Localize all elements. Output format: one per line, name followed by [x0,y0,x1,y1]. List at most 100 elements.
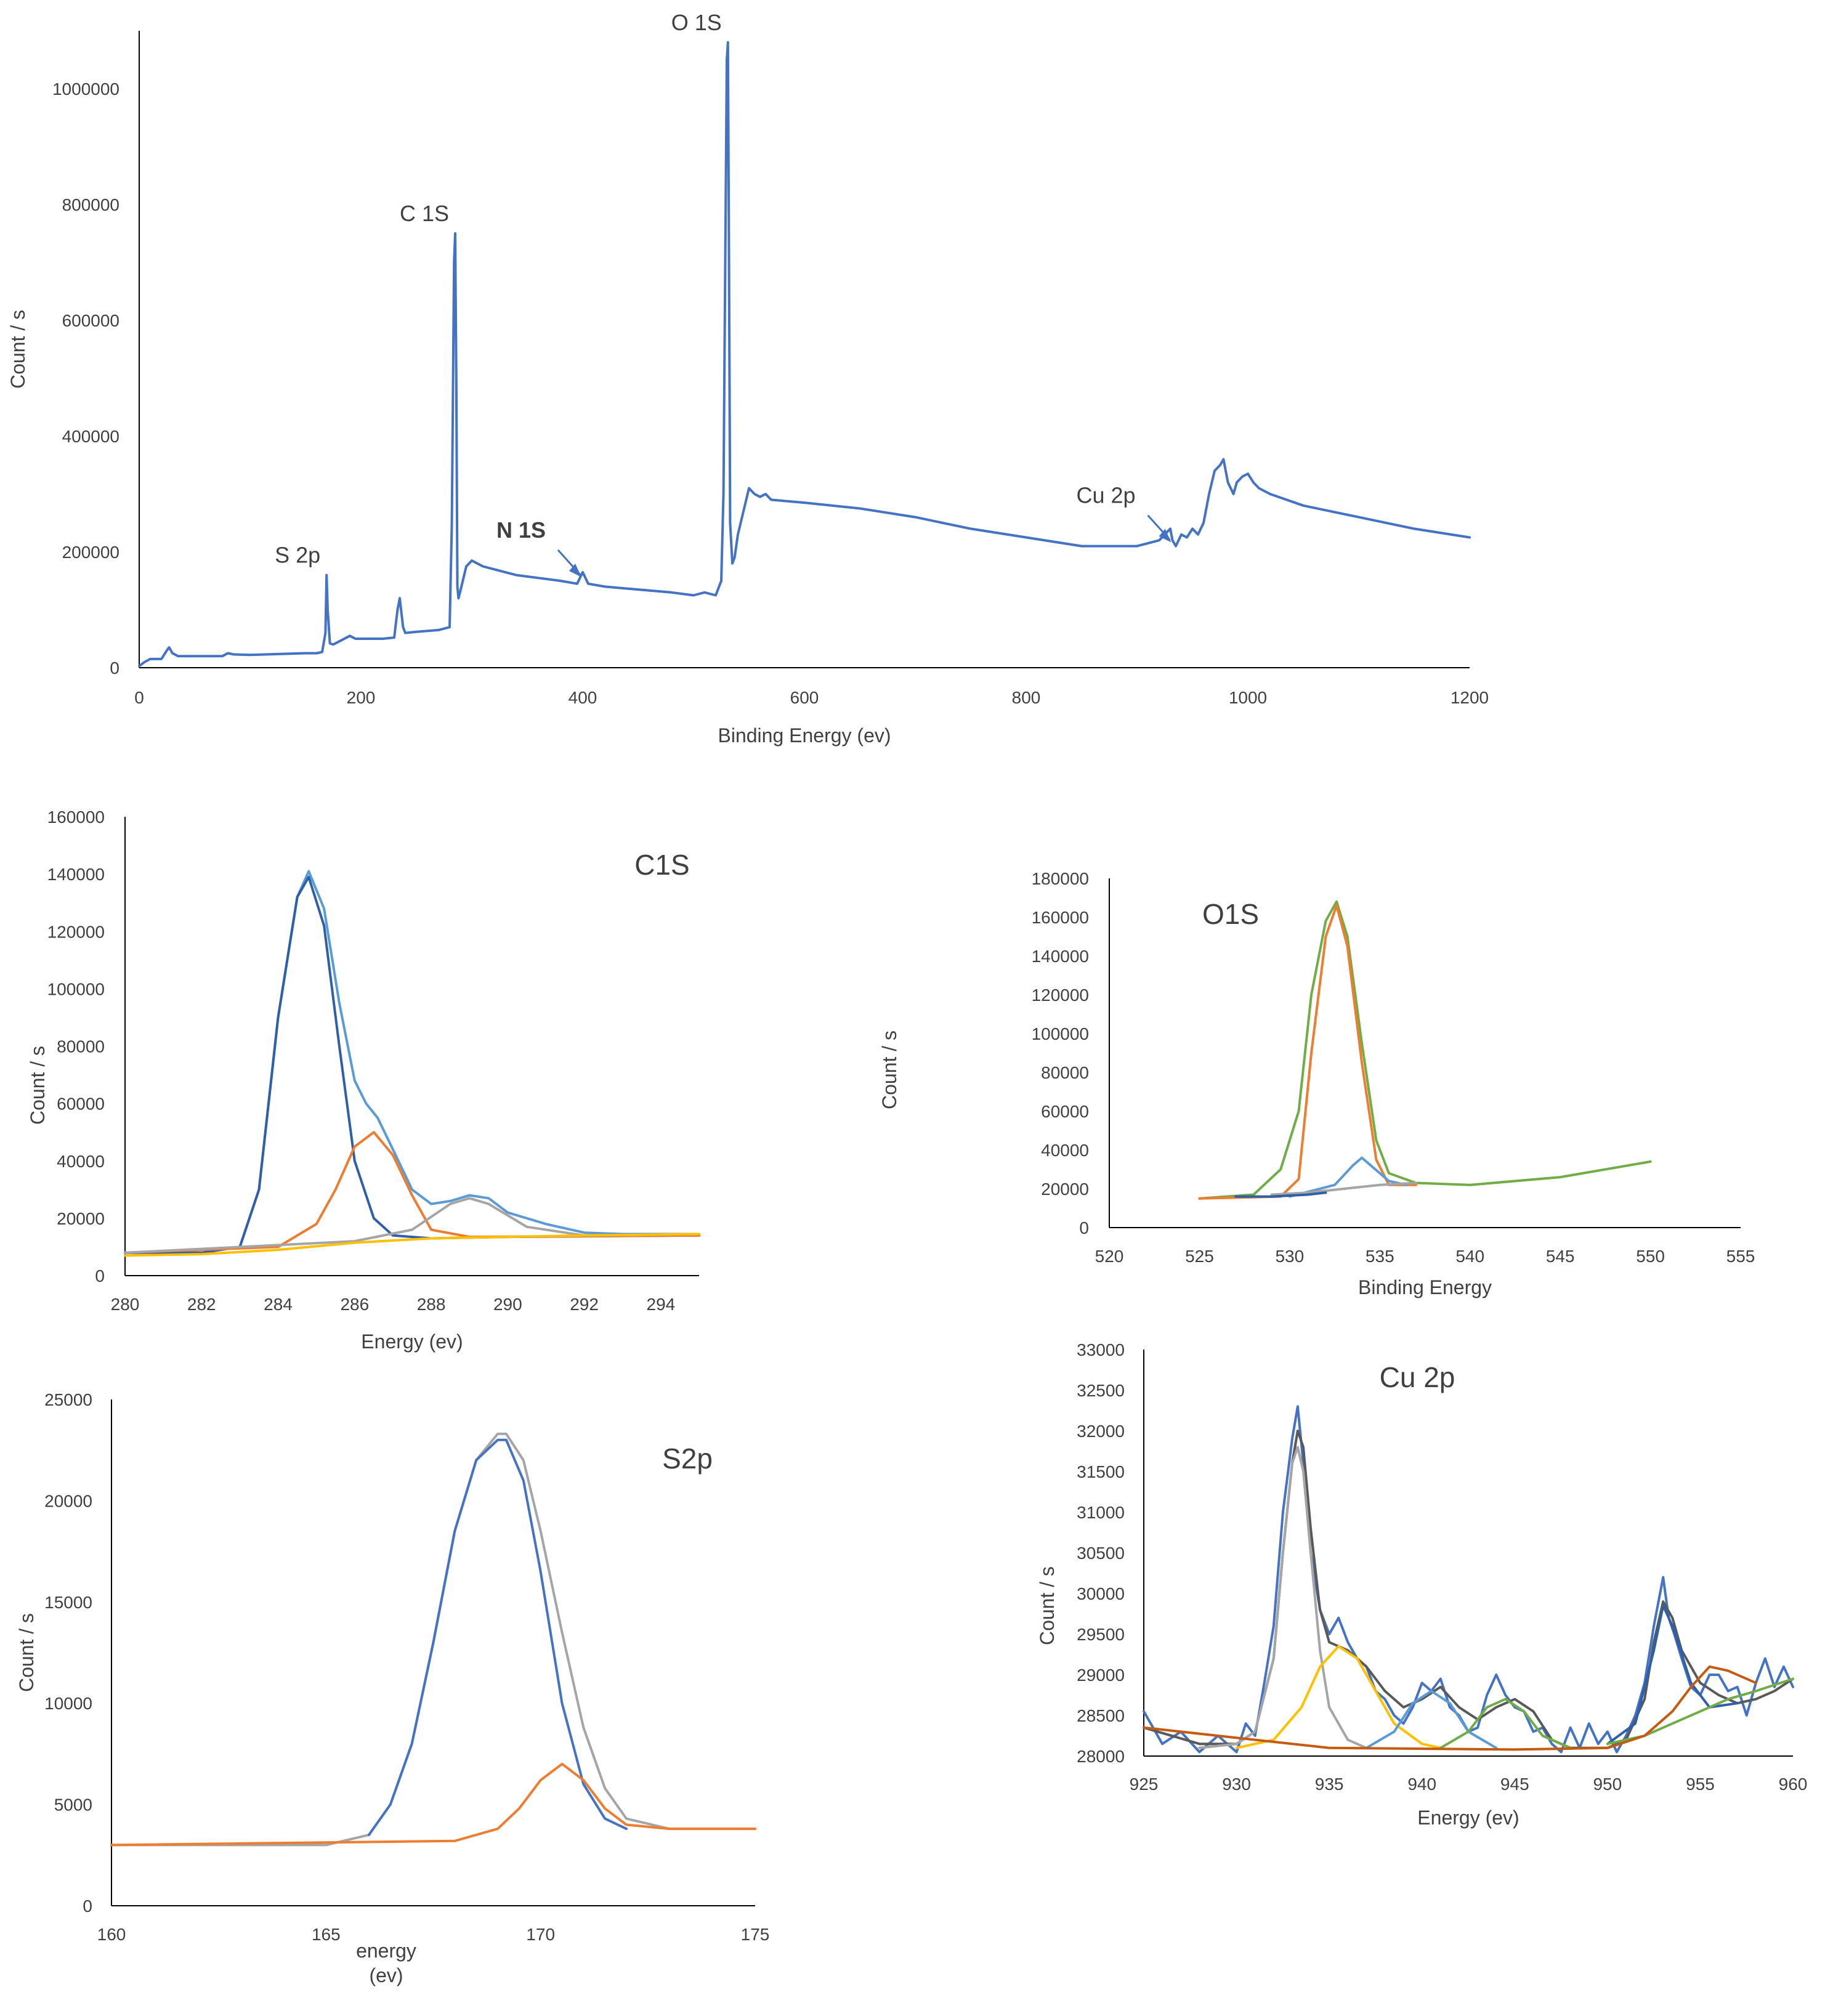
x-tick-label: 282 [187,1295,216,1314]
annotation-arrowhead [569,564,581,577]
y-tick-label: 800000 [62,195,119,214]
x-tick-label: 1000 [1229,688,1267,707]
series-line [124,875,700,1254]
annotation-arrowhead [1159,528,1171,543]
chart-c1s: 280 282 284 286 288 290 292 294 0 20000 40000 60000… [26,808,700,1353]
series-line [368,1438,628,1836]
peak-annotation: C 1S [400,201,449,226]
x-tick-label: 945 [1500,1775,1529,1794]
x-tick-label: 960 [1779,1775,1808,1794]
peak-annotation: Cu 2p [1077,483,1136,508]
x-tick-label: 545 [1546,1247,1575,1266]
chart-o1s: 520 525 530 535 540 545 550 555 0 20000 40000 60000… [878,869,1755,1298]
peak-annotation: S 2p [275,543,320,568]
series-line [1143,1405,1794,1754]
peak-annotation: N 1S [496,517,546,543]
x-tick-label: 286 [340,1295,369,1314]
y-axis-label: Count / s [15,1613,38,1692]
y-tick-label: 32500 [1077,1381,1125,1400]
x-tick-label: 535 [1366,1247,1394,1266]
series-line [1439,1698,1572,1749]
x-tick-label: 940 [1407,1775,1436,1794]
chart-survey: 0 200 400 600 800 1000 1200 0 200000 400000 600000… [7,10,1489,747]
x-tick-label: 400 [569,688,597,707]
x-tick-label: 930 [1222,1775,1251,1794]
y-tick-label: 200000 [62,543,119,562]
series-line [1198,900,1652,1200]
y-tick-label: 0 [95,1266,105,1285]
series-line [1235,1645,1442,1749]
x-tick-label: 540 [1455,1247,1484,1266]
y-axis-label: Count / s [7,310,29,389]
y-tick-label: 600000 [62,311,119,330]
chart-title: Cu 2p [1380,1361,1455,1393]
y-tick-label: 15000 [44,1593,92,1612]
y-tick-label: 60000 [57,1095,105,1114]
x-tick-label: 935 [1315,1775,1344,1794]
x-tick-label: 925 [1130,1775,1159,1794]
x-tick-label: 950 [1593,1775,1622,1794]
y-tick-label: 180000 [1032,869,1089,888]
y-tick-label: 80000 [57,1037,105,1056]
chart-title: S2p [662,1443,713,1475]
x-tick-label: 800 [1012,688,1041,707]
y-tick-label: 100000 [1032,1024,1089,1043]
y-tick-label: 29500 [1077,1625,1125,1644]
x-tick-label: 525 [1185,1247,1214,1266]
y-tick-label: 29000 [1077,1666,1125,1685]
y-tick-label: 160000 [47,808,105,827]
x-axis-label: Binding Energy (ev) [718,724,891,747]
x-tick-label: 280 [111,1295,140,1314]
y-tick-label: 33000 [1077,1340,1125,1359]
y-tick-label: 160000 [1032,908,1089,927]
chart-title: O1S [1202,898,1259,930]
y-tick-label: 0 [110,658,119,678]
series-line [110,1762,756,1847]
y-tick-label: 100000 [47,979,105,998]
y-tick-label: 120000 [47,922,105,941]
y-tick-label: 40000 [1041,1141,1089,1160]
x-tick-label: 290 [493,1295,522,1314]
x-axis-label: Energy (ev) [1417,1807,1519,1829]
x-tick-label: 520 [1095,1247,1124,1266]
y-tick-label: 20000 [1041,1180,1089,1199]
x-axis-label: Energy (ev) [361,1330,463,1353]
x-axis-label: Binding Energy [1358,1276,1492,1298]
y-tick-label: 28000 [1077,1747,1125,1766]
series-line [1288,1156,1409,1198]
series-line [1606,1604,1739,1746]
x-tick-label: 160 [97,1925,126,1944]
chart-s2p: 160 165 170 175 0 5000 10000 15000 20000 25000 ene… [15,1390,769,1986]
y-tick-label: 31000 [1077,1503,1125,1522]
y-tick-label: 140000 [1032,947,1089,966]
y-tick-label: 0 [1079,1218,1089,1237]
y-axis-label: Count / s [1036,1566,1058,1645]
chart-title: C1S [634,849,689,881]
y-tick-label: 32000 [1077,1422,1125,1441]
series-line [1270,1181,1417,1196]
y-tick-label: 120000 [1032,986,1089,1005]
x-tick-label: 294 [647,1295,676,1314]
series-line [1198,904,1417,1200]
y-tick-label: 60000 [1041,1102,1089,1121]
series-line [124,1233,700,1257]
x-tick-label: 292 [570,1295,599,1314]
x-tick-label: 555 [1726,1247,1755,1266]
y-tick-label: 1000000 [52,79,119,99]
x-tick-label: 200 [347,688,376,707]
y-tick-label: 0 [83,1897,92,1916]
series-line [124,1131,700,1254]
y-tick-label: 400000 [62,427,119,446]
series-line [124,1197,700,1254]
y-axis-label: Count / s [26,1046,49,1125]
x-tick-label: 175 [741,1925,770,1944]
x-tick-label: 600 [790,688,819,707]
y-tick-label: 30500 [1077,1544,1125,1563]
y-tick-label: 28500 [1077,1706,1125,1725]
x-axis-label: energy (ev) [356,1940,416,1986]
x-tick-label: 550 [1636,1247,1665,1266]
y-tick-label: 20000 [44,1491,92,1510]
y-tick-label: 80000 [1041,1063,1089,1082]
x-tick-label: 1200 [1451,688,1489,707]
